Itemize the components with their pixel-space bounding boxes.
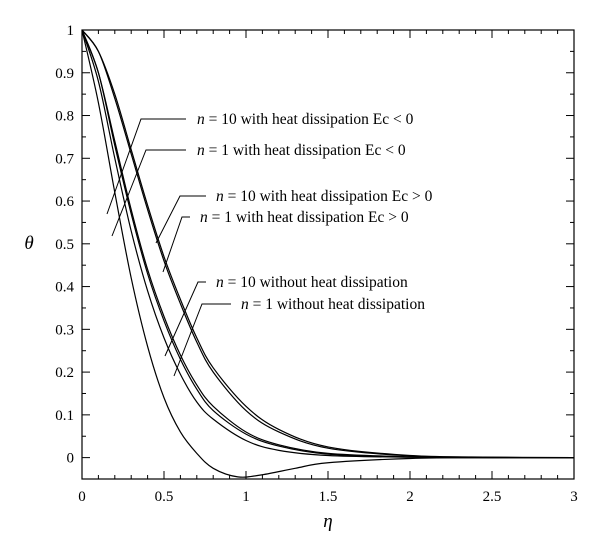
y-tick-label: 0.4 xyxy=(55,280,74,296)
annotation-leader-3 xyxy=(155,195,206,244)
annotation-leaders xyxy=(106,118,231,377)
axis-ticks xyxy=(81,29,575,480)
y-tick-label: 0.6 xyxy=(55,194,74,210)
series-line-3 xyxy=(81,29,575,459)
series-annotation-5: n = 10 without heat dissipation xyxy=(216,274,408,291)
series-line-1 xyxy=(81,29,575,459)
x-tick-labels: 0 0.5 1 1.5 2 2.5 3 xyxy=(78,489,578,505)
series-curves xyxy=(81,29,575,478)
series-line-6 xyxy=(81,29,575,478)
y-tick-label: 0.9 xyxy=(55,66,74,82)
x-tick-label: 0.5 xyxy=(155,489,174,505)
x-tick-label: 2.5 xyxy=(483,489,502,505)
annotation-leader-6 xyxy=(173,303,231,377)
y-tick-labels: 0 0.1 0.2 0.3 0.4 0.5 0.6 0.7 0.8 0.9 1 xyxy=(55,23,74,467)
x-tick-label: 2 xyxy=(406,489,414,505)
annotation-leader-2 xyxy=(111,149,186,237)
y-tick-label: 0.3 xyxy=(55,322,74,338)
series-annotation-1: n = 10 with heat dissipation Ec < 0 xyxy=(197,111,414,128)
series-annotation-4: n = 1 with heat dissipation Ec > 0 xyxy=(200,209,409,226)
y-tick-label: 0.8 xyxy=(55,109,74,125)
x-tick-label: 3 xyxy=(570,489,578,505)
x-tick-label: 0 xyxy=(78,489,86,505)
y-tick-label: 0.5 xyxy=(55,237,74,253)
annotation-leader-5 xyxy=(164,281,206,357)
series-annotation-2: n = 1 with heat dissipation Ec < 0 xyxy=(197,142,406,159)
y-tick-label: 0 xyxy=(67,451,75,467)
series-annotation-6: n = 1 without heat dissipation xyxy=(241,296,425,313)
x-tick-label: 1.5 xyxy=(319,489,338,505)
y-tick-label: 0.2 xyxy=(55,365,74,381)
x-axis-title: η xyxy=(323,511,332,532)
plot-frame xyxy=(81,29,575,480)
annotation-leader-4 xyxy=(162,216,190,273)
series-line-5 xyxy=(81,29,575,459)
x-tick-label: 1 xyxy=(242,489,250,505)
annotation-leader-1 xyxy=(106,118,186,215)
y-tick-label: 0.1 xyxy=(55,408,74,424)
y-tick-label: 0.7 xyxy=(55,151,74,167)
series-line-2 xyxy=(81,29,575,459)
y-tick-label: 1 xyxy=(67,23,75,39)
series-annotations: n = 10 with heat dissipation Ec < 0 n = 1… xyxy=(197,111,433,313)
series-annotation-3: n = 10 with heat dissipation Ec > 0 xyxy=(216,188,433,205)
series-line-4 xyxy=(81,29,575,459)
y-axis-title: θ xyxy=(24,233,33,254)
